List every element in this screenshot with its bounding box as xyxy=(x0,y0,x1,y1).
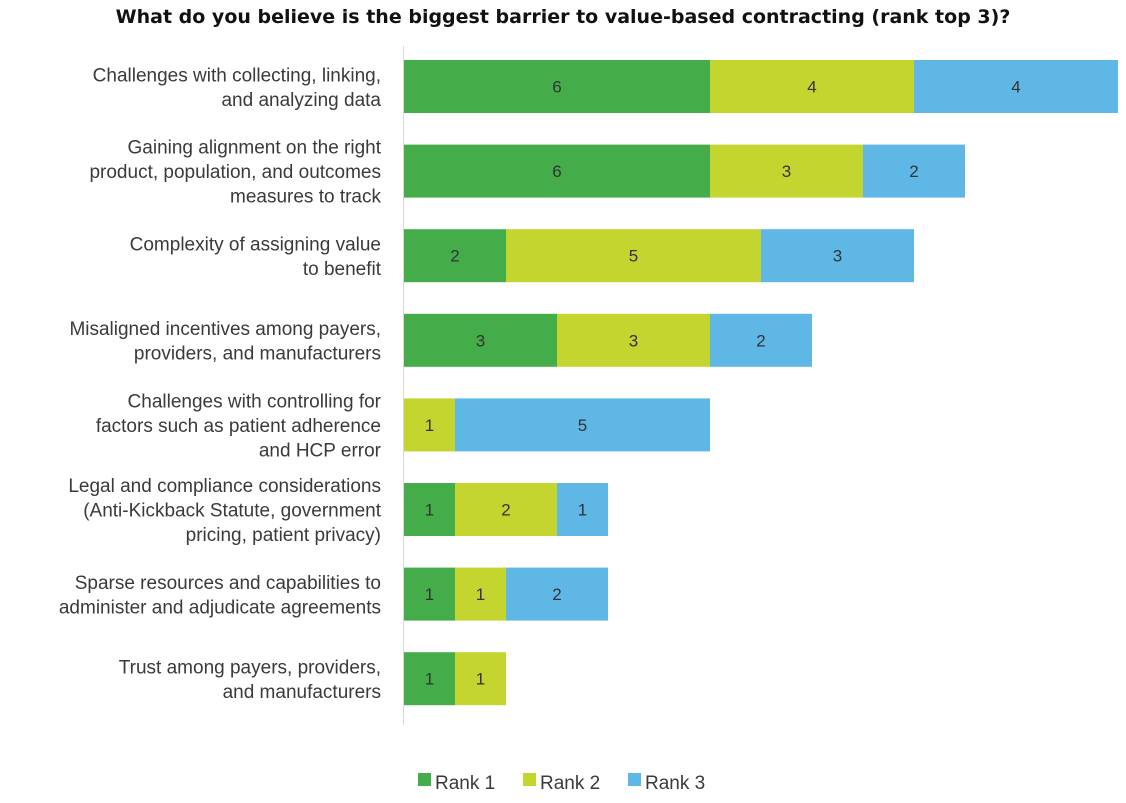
category-label-line: to benefit xyxy=(303,259,382,280)
data-label-rank-3-row-5: 5 xyxy=(578,416,587,435)
legend-label-rank-2: Rank 2 xyxy=(540,773,600,794)
category-label-line: (Anti-Kickback Statute, government xyxy=(83,501,382,522)
category-label-line: Challenges with controlling for xyxy=(128,391,382,412)
category-label-line: providers, and manufacturers xyxy=(134,344,381,365)
data-label-rank-3-row-4: 2 xyxy=(756,331,765,350)
data-label-rank-2-row-8: 1 xyxy=(476,670,485,689)
category-label-8: Trust among payers, providers, and manufa… xyxy=(119,657,381,703)
category-label-7: Sparse resources and capabilities to admi… xyxy=(59,573,381,619)
bar-rank-1-row-7 xyxy=(404,567,455,621)
bar-rank-2-row-6 xyxy=(455,483,557,536)
category-label-6: Legal and compliance considerations (Anti… xyxy=(68,476,381,546)
bar-rank-1-row-4 xyxy=(404,313,557,367)
bar-rank-3-row-2 xyxy=(863,144,965,198)
category-label-line: product, population, and outcomes xyxy=(89,162,381,183)
bar-rank-2-row-2 xyxy=(710,144,863,198)
category-label-5: Challenges with controlling for factors s… xyxy=(96,391,382,461)
bar-rank-1-row-1 xyxy=(404,60,710,113)
bar-rank-1-row-2 xyxy=(404,144,710,198)
data-label-rank-2-row-3: 5 xyxy=(629,247,638,266)
category-label-line: Misaligned incentives among payers, xyxy=(69,319,381,340)
data-label-rank-3-row-3: 3 xyxy=(833,247,842,266)
category-label-line: and HCP error xyxy=(259,440,382,461)
bar-rank-2-row-7 xyxy=(455,567,506,621)
category-label-line: Sparse resources and capabilities to xyxy=(75,573,381,594)
data-label-rank-1-row-3: 2 xyxy=(450,247,459,266)
legend-label-rank-3: Rank 3 xyxy=(645,773,705,794)
bar-rank-3-row-6 xyxy=(557,483,608,536)
category-label-1: Challenges with collecting, linking, and … xyxy=(93,65,382,111)
bar-rank-3-row-3 xyxy=(761,229,914,283)
bar-rank-3-row-4 xyxy=(710,313,812,367)
category-label-line: factors such as patient adherence xyxy=(96,416,381,437)
category-label-line: Complexity of assigning value xyxy=(130,234,381,255)
bars-layer: 6 4 4 6 3 2 2 5 3 3 3 2 1 5 1 2 1 1 1 2 1 1 xyxy=(404,60,1118,706)
category-label-2: Gaining alignment on the right product, p… xyxy=(89,138,381,208)
legend-swatch-rank-1 xyxy=(418,773,431,786)
category-label-line: Legal and compliance considerations xyxy=(68,476,381,497)
bar-rank-3-row-7 xyxy=(506,567,608,621)
category-labels: Challenges with collecting, linking, and … xyxy=(59,65,382,703)
category-label-line: administer and adjudicate agreements xyxy=(59,597,381,618)
category-label-3: Complexity of assigning value to benefit xyxy=(130,234,382,280)
data-label-rank-1-row-6: 1 xyxy=(425,501,434,520)
category-label-line: measures to track xyxy=(230,187,381,208)
data-label-rank-1-row-4: 3 xyxy=(476,331,485,350)
category-label-line: and analyzing data xyxy=(221,90,381,111)
bar-rank-3-row-1 xyxy=(914,60,1118,113)
bar-rank-1-row-6 xyxy=(404,483,455,536)
bar-rank-2-row-4 xyxy=(557,313,710,367)
category-label-line: pricing, patient privacy) xyxy=(186,525,381,546)
bar-rank-2-row-5 xyxy=(404,398,455,452)
data-label-rank-3-row-2: 2 xyxy=(909,162,918,181)
data-label-rank-2-row-6: 2 xyxy=(501,501,510,520)
data-label-rank-2-row-4: 3 xyxy=(629,331,638,350)
data-label-rank-2-row-7: 1 xyxy=(476,585,485,604)
data-label-rank-2-row-1: 4 xyxy=(807,78,816,97)
category-label-4: Misaligned incentives among payers, provi… xyxy=(69,319,381,365)
data-label-rank-3-row-6: 1 xyxy=(578,501,587,520)
bar-rank-2-row-1 xyxy=(710,60,914,113)
data-label-rank-1-row-1: 6 xyxy=(552,78,561,97)
chart-title: What do you believe is the biggest barri… xyxy=(115,6,1011,28)
bar-rank-1-row-3 xyxy=(404,229,506,283)
data-label-rank-1-row-8: 1 xyxy=(425,670,434,689)
data-label-rank-1-row-7: 1 xyxy=(425,585,434,604)
data-label-rank-3-row-1: 4 xyxy=(1011,78,1020,97)
legend-label-rank-1: Rank 1 xyxy=(435,773,495,794)
bar-rank-3-row-5 xyxy=(455,398,710,452)
data-label-rank-2-row-5: 1 xyxy=(425,416,434,435)
legend-swatch-rank-3 xyxy=(628,773,641,786)
category-label-line: Challenges with collecting, linking, xyxy=(93,65,381,86)
legend-swatch-rank-2 xyxy=(523,773,536,786)
data-label-rank-1-row-2: 6 xyxy=(552,162,561,181)
legend: Rank 1 Rank 2 Rank 3 xyxy=(418,773,705,794)
bar-rank-2-row-8 xyxy=(455,652,506,706)
category-label-line: Gaining alignment on the right xyxy=(128,138,382,159)
bar-rank-2-row-3 xyxy=(506,229,761,283)
data-label-rank-2-row-2: 3 xyxy=(782,162,791,181)
bar-rank-1-row-8 xyxy=(404,652,455,706)
category-label-line: Trust among payers, providers, xyxy=(119,657,381,678)
data-label-rank-3-row-7: 2 xyxy=(552,585,561,604)
category-label-line: and manufacturers xyxy=(223,682,381,703)
